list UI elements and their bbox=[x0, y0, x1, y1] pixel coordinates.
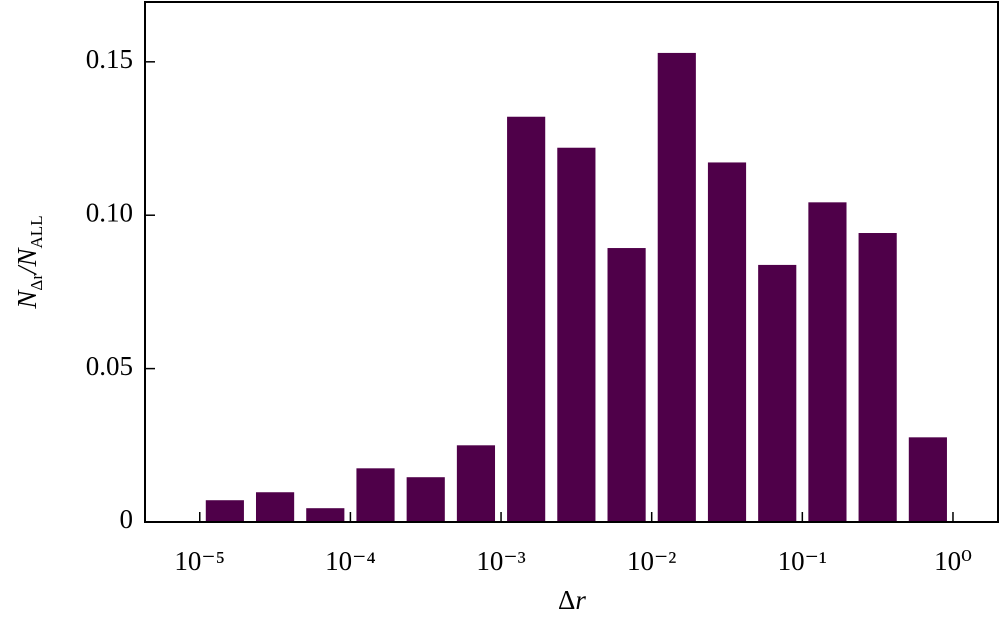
bar bbox=[758, 264, 797, 522]
x-tick-label: 10⁰ bbox=[934, 546, 972, 576]
bar bbox=[507, 116, 546, 523]
bar bbox=[607, 248, 646, 522]
bar bbox=[205, 500, 244, 522]
x-label-delta: Δ bbox=[558, 585, 575, 615]
bar bbox=[557, 147, 596, 522]
y-label-n2: /N bbox=[12, 246, 42, 276]
bar bbox=[255, 492, 295, 522]
y-label-sub2: ALL bbox=[27, 215, 46, 248]
y-tick-label: 0 bbox=[120, 504, 134, 534]
bar bbox=[908, 437, 947, 522]
y-label-sub1: Δr bbox=[27, 274, 46, 291]
x-tick-label: 10⁻³ bbox=[476, 546, 525, 576]
y-tick-label: 0.05 bbox=[86, 351, 133, 381]
x-label-r: r bbox=[575, 585, 586, 615]
bar bbox=[456, 445, 496, 522]
x-tick-label: 10⁻² bbox=[627, 546, 676, 576]
y-tick-label: 0.10 bbox=[86, 197, 133, 227]
x-tick-label: 10⁻⁴ bbox=[325, 546, 376, 576]
bar bbox=[406, 477, 445, 522]
bar bbox=[306, 508, 345, 522]
bar bbox=[657, 52, 696, 522]
plot-frame bbox=[144, 1, 999, 523]
bar bbox=[808, 202, 847, 522]
y-axis-label: NΔr/NALL bbox=[12, 215, 46, 309]
x-axis-label: Δr bbox=[558, 585, 586, 615]
y-label-n: N bbox=[12, 289, 42, 310]
x-tick-label: 10⁻⁵ bbox=[174, 546, 225, 576]
bar bbox=[356, 468, 395, 522]
x-tick-label: 10⁻¹ bbox=[778, 546, 827, 576]
bar bbox=[707, 162, 747, 523]
bar bbox=[858, 233, 897, 522]
y-tick-label: 0.15 bbox=[86, 44, 133, 74]
